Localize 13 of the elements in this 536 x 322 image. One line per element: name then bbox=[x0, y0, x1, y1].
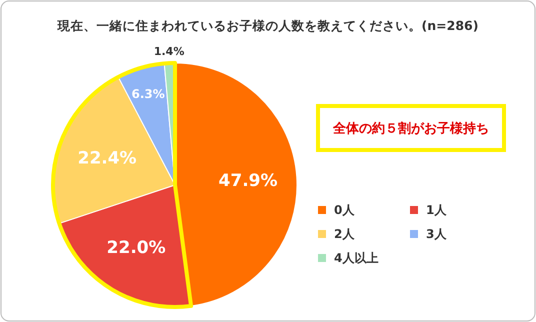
text: 全体の約５割がお子様持ち bbox=[332, 120, 489, 137]
data-label: 22.0% bbox=[106, 238, 166, 258]
chart-title: 現在、一緒に住まわれているお子様の人数を教えてください。(n=286) bbox=[56, 18, 478, 33]
data-label: 22.4% bbox=[78, 148, 137, 169]
legend-label: 4人以上 bbox=[334, 251, 378, 266]
legend-label: 1人 bbox=[426, 203, 448, 218]
legend-label: 3人 bbox=[426, 227, 448, 242]
legend-label: 0人 bbox=[334, 203, 356, 218]
legend-label: 2人 bbox=[334, 227, 356, 242]
data-label: 1.4% bbox=[154, 44, 184, 58]
pie-slice bbox=[174, 62, 298, 306]
data-label: 6.3% bbox=[132, 86, 165, 101]
data-label: 47.9% bbox=[218, 171, 278, 192]
